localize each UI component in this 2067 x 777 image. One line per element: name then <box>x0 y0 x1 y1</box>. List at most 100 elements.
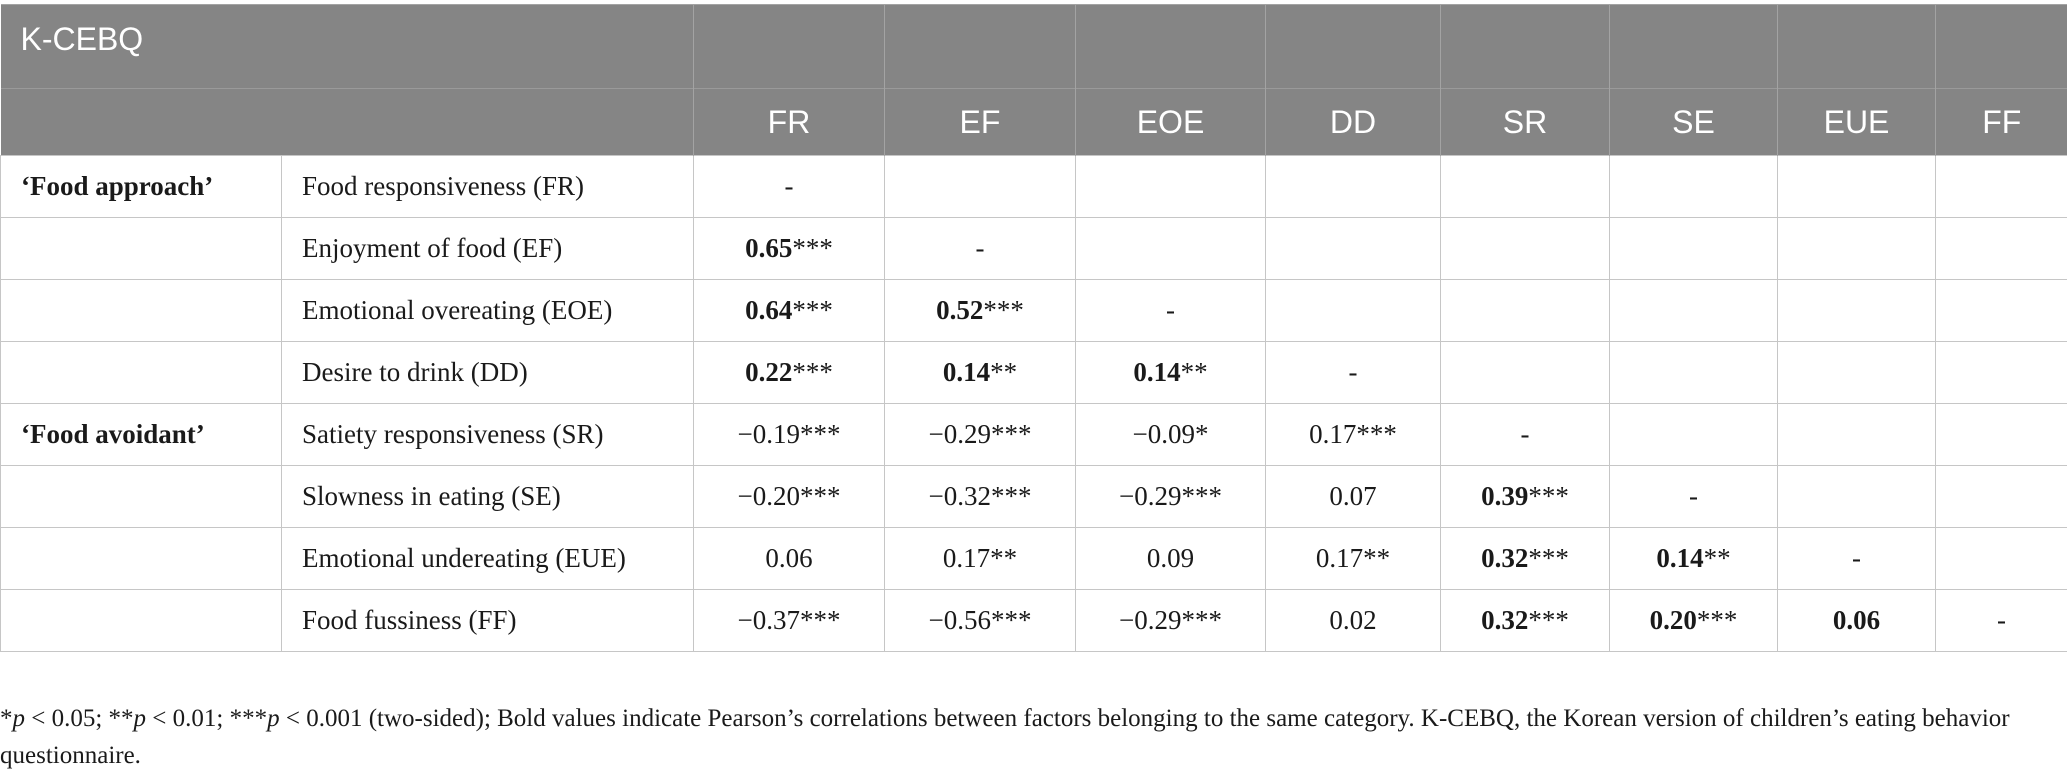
correlation-value: - <box>1852 543 1861 573</box>
correlation-cell <box>1777 279 1936 342</box>
correlation-value: −0.09 <box>1132 419 1195 449</box>
correlation-cell <box>1609 217 1778 280</box>
correlation-value: −0.19 <box>737 419 800 449</box>
correlation-cell <box>1777 155 1936 218</box>
correlation-cell: −0.20*** <box>693 465 885 528</box>
correlation-cell: - <box>1777 527 1936 590</box>
correlation-cell: 0.14** <box>1075 341 1266 404</box>
correlation-cell: - <box>1075 279 1266 342</box>
correlation-cell: 0.64*** <box>693 279 885 342</box>
correlation-table: K-CEBQ FR EF EOE DD SR SE EUE FF ‘Food a… <box>0 4 2067 652</box>
footnote-star-2: ** <box>108 705 134 732</box>
significance-stars: * <box>1194 419 1209 449</box>
column-header-ef: EF <box>884 88 1076 156</box>
correlation-cell <box>1265 217 1441 280</box>
significance-stars: *** <box>792 295 833 325</box>
correlation-value: - <box>1348 357 1358 387</box>
correlation-cell <box>1935 465 2067 528</box>
column-header-sr: SR <box>1440 88 1610 156</box>
row-category <box>0 465 282 528</box>
correlation-cell: - <box>1265 341 1441 404</box>
column-header-dd: DD <box>1265 88 1441 156</box>
significance-stars: ** <box>1180 357 1208 387</box>
correlation-cell <box>1609 341 1778 404</box>
correlation-cell <box>1935 217 2067 280</box>
correlation-value: 0.06 <box>765 543 813 573</box>
correlation-value: - <box>1689 481 1698 511</box>
table-row: Food fussiness (FF) −0.37*** −0.56*** −0.29… <box>0 589 2067 652</box>
significance-stars: ** <box>1363 543 1391 573</box>
correlation-value: - <box>1520 419 1530 449</box>
correlation-value: - <box>784 171 794 201</box>
correlation-cell <box>1935 155 2067 218</box>
correlation-value: −0.29 <box>928 419 991 449</box>
correlation-cell: −0.09* <box>1075 403 1266 466</box>
correlation-value: 0.22 <box>745 357 793 387</box>
table-title: K-CEBQ <box>0 4 694 89</box>
correlation-value: 0.32 <box>1481 605 1529 635</box>
correlation-cell <box>1440 279 1610 342</box>
correlation-value: 0.14 <box>1133 357 1181 387</box>
correlation-cell <box>1777 217 1936 280</box>
correlation-value: −0.29 <box>1119 605 1182 635</box>
correlation-cell: −0.19*** <box>693 403 885 466</box>
correlation-value: −0.32 <box>928 481 991 511</box>
correlation-value: 0.65 <box>745 233 793 263</box>
header-spacer <box>1440 4 1610 89</box>
correlation-value: 0.07 <box>1329 481 1377 511</box>
correlation-value: 0.06 <box>1832 605 1881 635</box>
table-row: Slowness in eating (SE) −0.20*** −0.32*** −… <box>0 465 2067 528</box>
footnote-p-1: p <box>12 705 26 732</box>
correlation-cell: −0.32*** <box>884 465 1076 528</box>
correlation-value: 0.64 <box>745 295 793 325</box>
correlation-cell: −0.56*** <box>884 589 1076 652</box>
footnote-text: < 0.001 (two-sided); Bold values indicat… <box>0 705 2010 769</box>
header-spacer <box>1609 4 1778 89</box>
correlation-cell <box>1777 403 1936 466</box>
correlation-value: −0.37 <box>737 605 800 635</box>
correlation-value: - <box>1166 295 1175 325</box>
header-blank <box>0 88 694 156</box>
significance-stars: *** <box>990 481 1032 511</box>
header-spacer <box>1265 4 1441 89</box>
row-factor-label: Slowness in eating (SE) <box>281 465 694 528</box>
significance-stars: *** <box>792 233 833 263</box>
table-row: Emotional undereating (EUE) 0.06 0.17** 0.0… <box>0 527 2067 590</box>
correlation-cell: −0.29*** <box>1075 465 1266 528</box>
significance-stars: *** <box>799 605 841 635</box>
correlation-cell: 0.17*** <box>1265 403 1441 466</box>
correlation-value: −0.56 <box>928 605 991 635</box>
correlation-value: 0.52 <box>936 295 984 325</box>
correlation-cell <box>884 155 1076 218</box>
column-header-fr: FR <box>693 88 885 156</box>
correlation-value: 0.09 <box>1146 543 1195 573</box>
header-spacer <box>1075 4 1266 89</box>
row-factor-label: Emotional overeating (EOE) <box>281 279 694 342</box>
footnote-p-3: p <box>267 705 280 732</box>
significance-stars: *** <box>1696 605 1738 635</box>
correlation-value: 0.14 <box>942 357 991 387</box>
correlation-cell: −0.37*** <box>693 589 885 652</box>
correlation-cell: 0.02 <box>1265 589 1441 652</box>
row-factor-label: Desire to drink (DD) <box>281 341 694 404</box>
correlation-cell: 0.09 <box>1075 527 1266 590</box>
correlation-value: 0.20 <box>1649 605 1697 635</box>
correlation-value: 0.17 <box>1315 543 1364 573</box>
significance-stars: *** <box>1356 419 1397 449</box>
correlation-cell <box>1609 155 1778 218</box>
significance-stars: *** <box>983 295 1024 325</box>
table-row: Enjoyment of food (EF) 0.65*** - <box>0 217 2067 280</box>
correlation-cell: 0.39*** <box>1440 465 1610 528</box>
correlation-value: 0.32 <box>1481 543 1529 573</box>
correlation-cell: - <box>1440 403 1610 466</box>
correlation-cell <box>1777 341 1936 404</box>
correlation-cell <box>1609 279 1778 342</box>
correlation-value: 0.17 <box>942 543 991 573</box>
column-header-eue: EUE <box>1777 88 1936 156</box>
row-factor-label: Enjoyment of food (EF) <box>281 217 694 280</box>
correlation-cell <box>1265 279 1441 342</box>
correlation-value: 0.39 <box>1481 481 1529 511</box>
correlation-cell: 0.06 <box>693 527 885 590</box>
significance-stars: *** <box>990 419 1032 449</box>
header-spacer <box>884 4 1076 89</box>
